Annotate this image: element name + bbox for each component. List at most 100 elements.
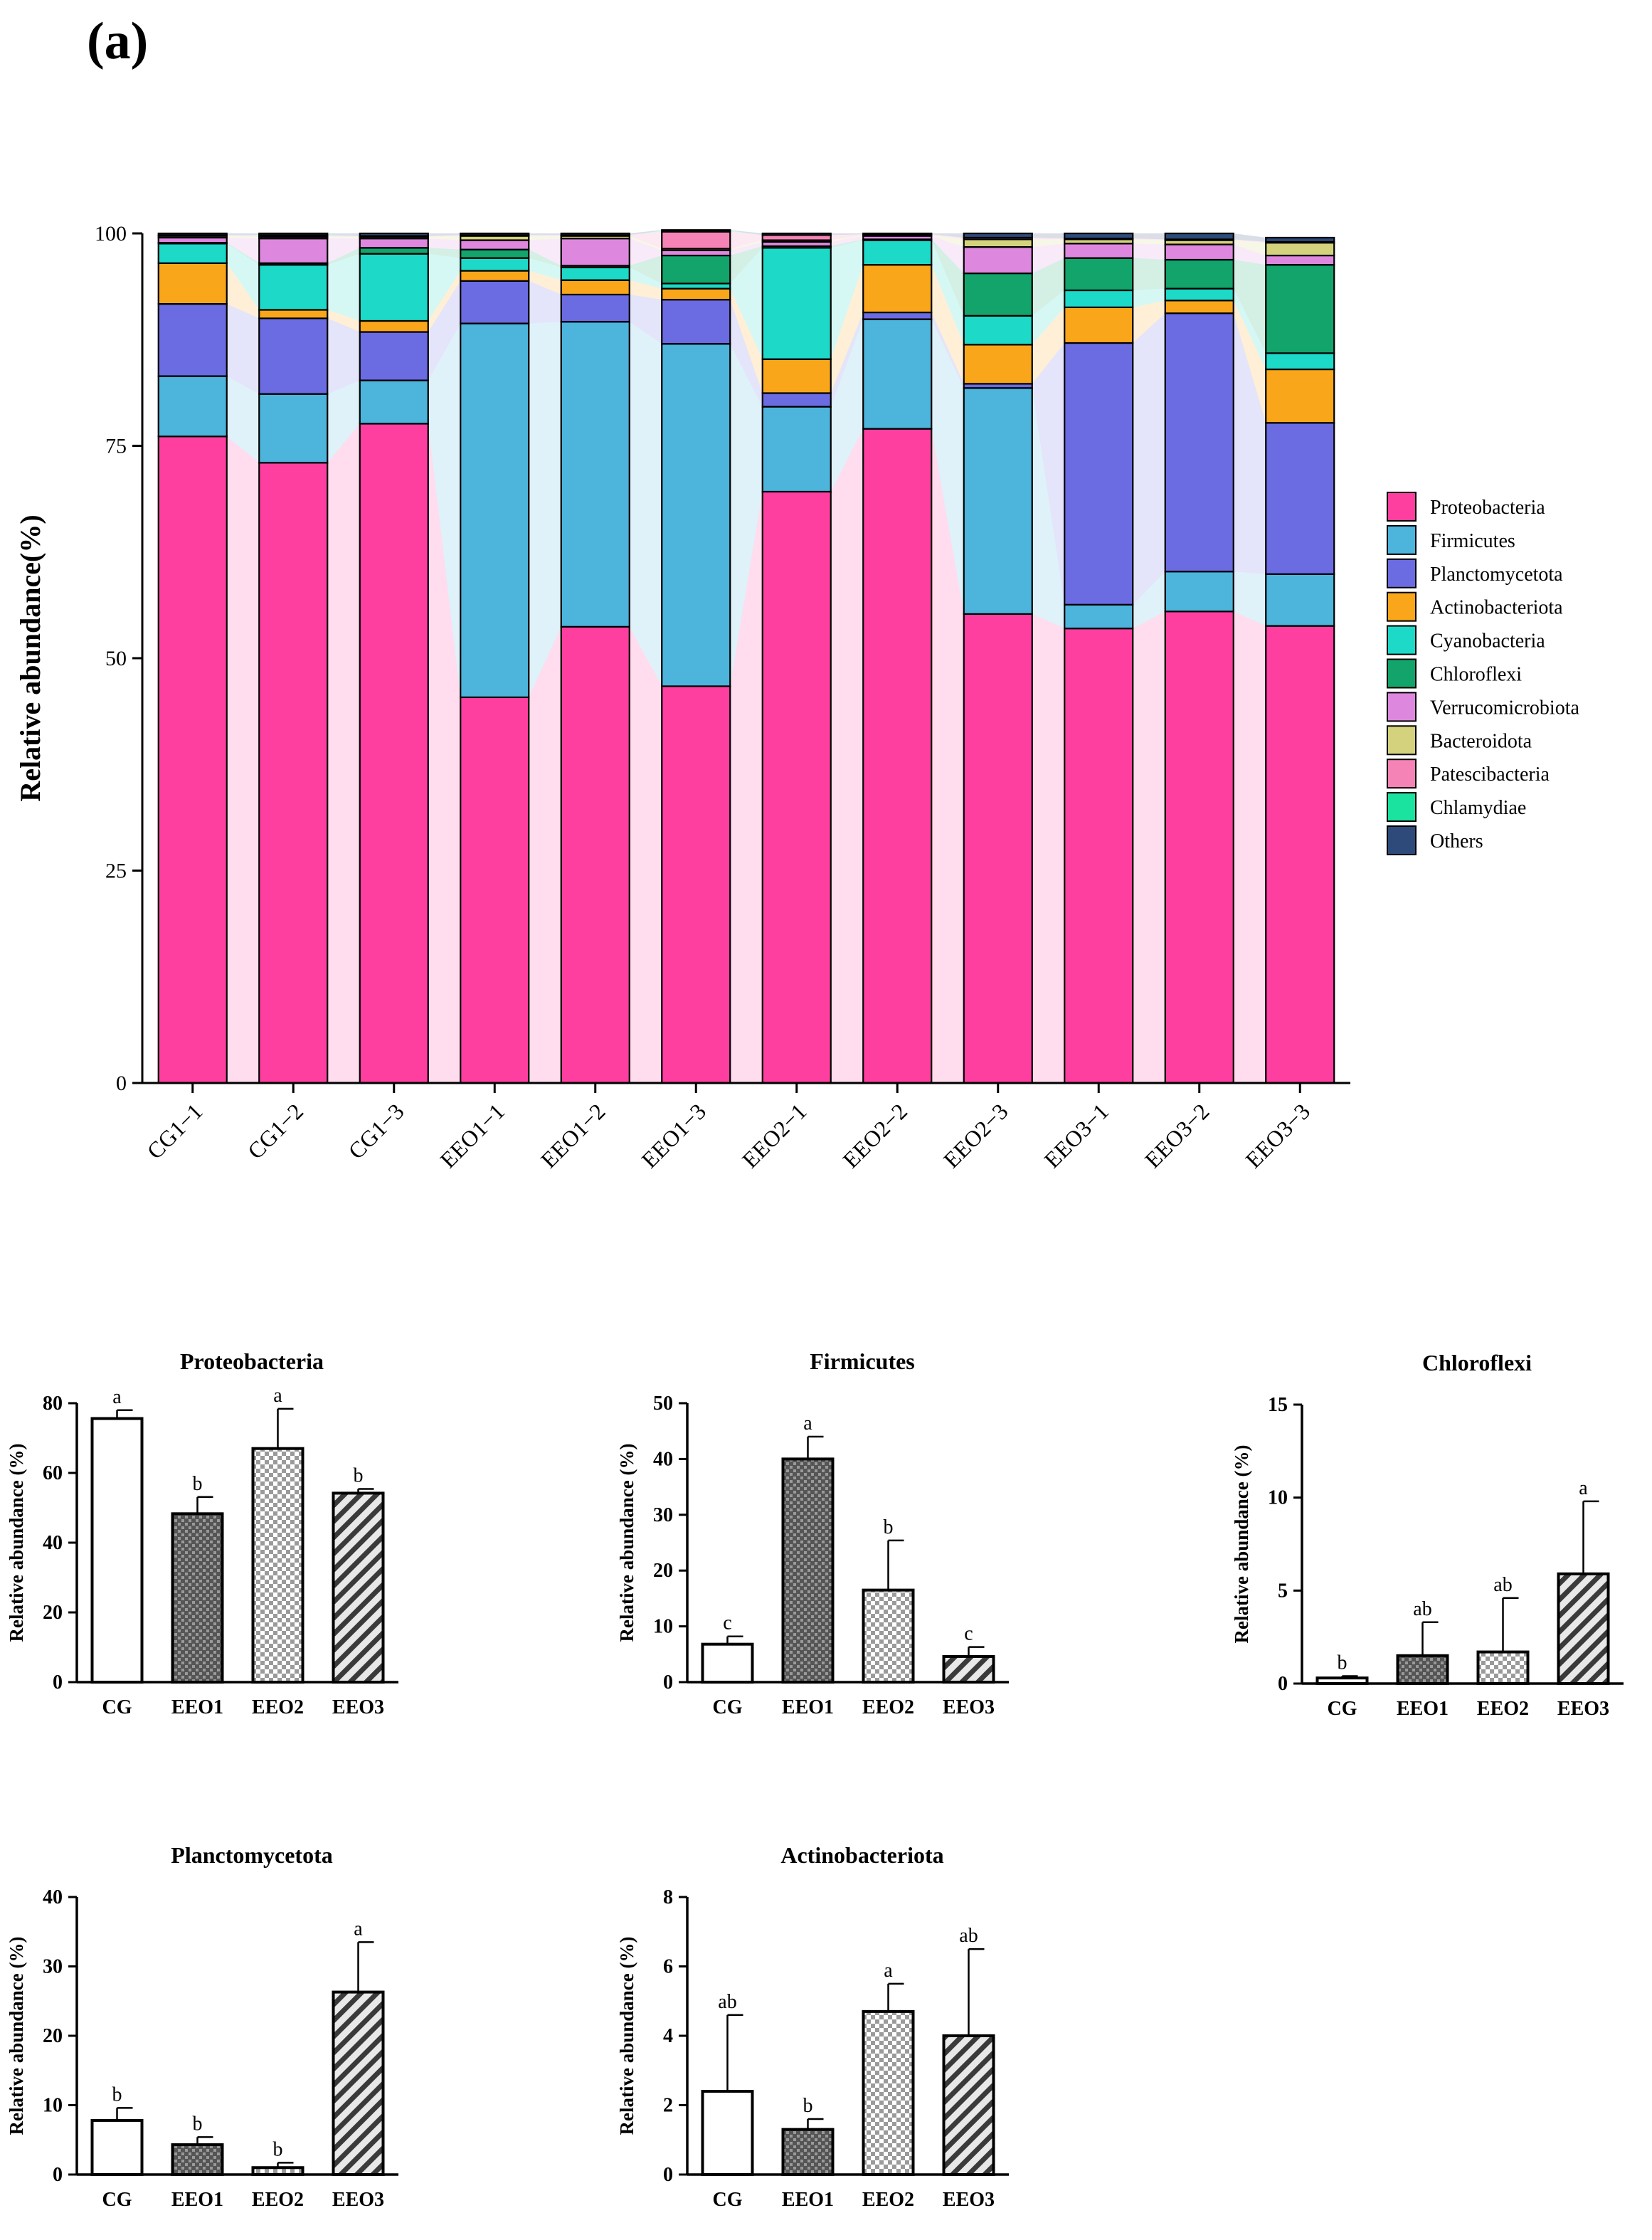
segment-others (1164, 232, 1234, 241)
segment-planctomycetota (359, 331, 429, 381)
y-tick-label: 40 (653, 1448, 673, 1470)
segment-chloroflexi (1164, 258, 1234, 290)
significance-letter: ab (1413, 1598, 1431, 1620)
significance-letter: b (112, 2083, 122, 2106)
significance-letter: b (803, 2095, 813, 2117)
stacked-bar-cg1-1 (157, 232, 228, 1084)
bar-rect (251, 1447, 305, 1684)
segment-proteobacteria (862, 428, 933, 1084)
segment-proteobacteria (761, 490, 832, 1084)
legend-swatch (1387, 692, 1417, 722)
x-tick-label: CG (102, 2189, 132, 2211)
significance-letter: a (112, 1386, 122, 1408)
x-tick-label: EEO2 (252, 1696, 304, 1718)
x-tick-label: EEO2−2 (837, 1098, 912, 1173)
band-verrucomicrobiota-4 (529, 238, 561, 266)
legend-label: Actinobacteriota (1430, 597, 1563, 619)
bar-eeo1: b EEO1 (171, 1473, 224, 1718)
segment-planctomycetota (862, 311, 933, 320)
band-planctomycetota-9 (1032, 343, 1065, 605)
segment-cyanobacteria (560, 266, 630, 281)
band-cyanobacteria-5 (629, 267, 662, 289)
bar-rect (332, 1990, 385, 2176)
legend-label: Cyanobacteria (1430, 630, 1545, 653)
legend-item-chlamydiae: Chlamydiae (1387, 792, 1526, 823)
segment-proteobacteria (359, 423, 429, 1084)
x-tick-label: CG (713, 1696, 743, 1718)
significance-letter: a (354, 1918, 363, 1940)
band-cyanobacteria-9 (1032, 290, 1065, 345)
chart-title: Firmicutes (810, 1348, 915, 1374)
band-others-7 (830, 233, 864, 236)
legend-item-planctomycetota: Planctomycetota (1387, 558, 1563, 588)
bar-cg: b CG (1315, 1652, 1369, 1720)
significance-letter: a (803, 1412, 812, 1435)
segment-verrucomicrobiota (963, 246, 1033, 275)
x-tick-label: EEO1−1 (435, 1098, 509, 1173)
bar-chart-actinobacteriota: Actinobacteriota ab CG b EEO1 a EEO2 ab EEO3 0 2 4 6… (616, 1842, 1009, 2211)
chart-title: Chloroflexi (1422, 1350, 1532, 1375)
segment-actinobacteriota (661, 287, 731, 301)
band-proteobacteria-3 (428, 423, 461, 1083)
segment-proteobacteria (963, 613, 1033, 1084)
x-tick-label: EEO2−3 (938, 1098, 1013, 1173)
band-others-3 (428, 233, 461, 236)
legend-item-bacteroidota: Bacteroidota (1387, 725, 1532, 756)
band-chloroflexi-6 (730, 245, 763, 284)
segment-firmicutes (1265, 573, 1335, 627)
bar-eeo2: b EEO2 (251, 2138, 305, 2211)
band-actinobacteriota-5 (629, 280, 662, 300)
bar-rect (701, 2090, 754, 2176)
significance-letter: b (884, 1516, 894, 1538)
y-tick-label: 15 (1268, 1394, 1288, 1416)
band-patescibacteria-7 (830, 234, 864, 241)
significance-letter: c (723, 1612, 731, 1634)
segment-planctomycetota (761, 392, 832, 408)
bar-eeo1: b EEO1 (781, 2095, 835, 2211)
segment-others (661, 229, 731, 232)
band-cyanobacteria-3 (428, 253, 461, 321)
bar-cg: c CG (701, 1612, 754, 1718)
x-tick-label: EEO1 (782, 1696, 834, 1718)
band-proteobacteria-2 (327, 423, 360, 1083)
band-bacteroidota-10 (1133, 239, 1165, 245)
band-bacteroidota-5 (629, 236, 662, 250)
band-patescibacteria-10 (1133, 238, 1165, 241)
band-planctomycetota-4 (529, 280, 561, 324)
x-tick-label: EEO3 (943, 1696, 995, 1718)
band-chloroflexi-7 (830, 239, 864, 248)
segment-cyanobacteria (862, 239, 933, 266)
bar-rect (862, 1588, 915, 1684)
band-actinobacteriota-2 (327, 310, 360, 332)
segment-proteobacteria (1265, 625, 1335, 1084)
segment-planctomycetota (1164, 312, 1234, 573)
band-cyanobacteria-2 (327, 253, 360, 321)
band-chloroflexi-8 (931, 239, 964, 316)
bar-cg: ab CG (701, 1991, 754, 2211)
band-proteobacteria-8 (931, 428, 964, 1083)
band-chlamydiae-2 (327, 235, 360, 236)
segment-actinobacteriota (157, 262, 228, 305)
band-firmicutes-5 (629, 322, 662, 687)
significance-letter: b (273, 2138, 283, 2160)
stacked-bar-eeo3-3 (1265, 236, 1335, 1084)
bar-eeo2: a EEO2 (251, 1385, 305, 1718)
legend-swatch (1387, 725, 1417, 756)
segment-actinobacteriota (560, 279, 630, 296)
legend-item-chloroflexi: Chloroflexi (1387, 658, 1522, 689)
bar-rect (1476, 1650, 1530, 1685)
band-others-8 (931, 233, 964, 238)
segment-firmicutes (560, 321, 630, 628)
y-tick-label: 0 (53, 2164, 63, 2186)
band-chloroflexi-10 (1133, 258, 1165, 290)
legend-swatch (1387, 792, 1417, 823)
band-patescibacteria-11 (1233, 239, 1266, 243)
band-firmicutes-1 (226, 376, 260, 463)
significance-letter: a (884, 1960, 893, 1982)
segment-chloroflexi (1265, 264, 1335, 354)
band-chlamydiae-5 (629, 231, 662, 236)
legend-label: Proteobacteria (1430, 497, 1545, 519)
band-proteobacteria-4 (529, 626, 561, 1083)
band-patescibacteria-5 (629, 231, 662, 249)
